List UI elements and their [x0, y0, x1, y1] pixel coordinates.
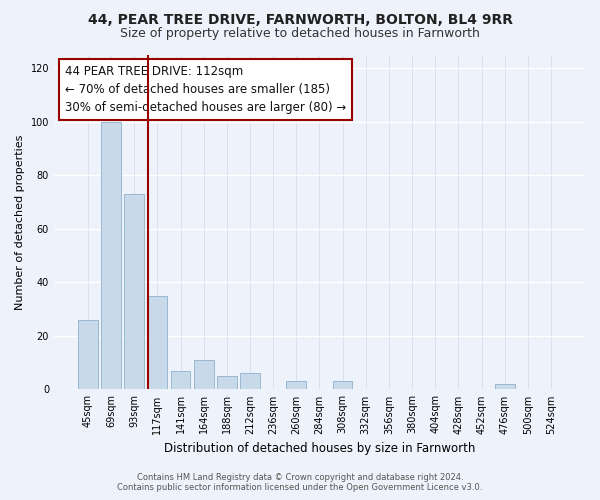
Y-axis label: Number of detached properties: Number of detached properties: [15, 134, 25, 310]
Bar: [240, 374, 260, 390]
Bar: [194, 360, 214, 390]
Bar: [170, 370, 190, 390]
Bar: [333, 382, 352, 390]
Bar: [78, 320, 98, 390]
Bar: [286, 382, 306, 390]
Text: Size of property relative to detached houses in Farnworth: Size of property relative to detached ho…: [120, 28, 480, 40]
X-axis label: Distribution of detached houses by size in Farnworth: Distribution of detached houses by size …: [164, 442, 475, 455]
Bar: [217, 376, 236, 390]
Text: 44 PEAR TREE DRIVE: 112sqm
← 70% of detached houses are smaller (185)
30% of sem: 44 PEAR TREE DRIVE: 112sqm ← 70% of deta…: [65, 65, 346, 114]
Text: 44, PEAR TREE DRIVE, FARNWORTH, BOLTON, BL4 9RR: 44, PEAR TREE DRIVE, FARNWORTH, BOLTON, …: [88, 12, 512, 26]
Bar: [495, 384, 515, 390]
Bar: [101, 122, 121, 390]
Text: Contains HM Land Registry data © Crown copyright and database right 2024.
Contai: Contains HM Land Registry data © Crown c…: [118, 473, 482, 492]
Bar: [148, 296, 167, 390]
Bar: [124, 194, 144, 390]
